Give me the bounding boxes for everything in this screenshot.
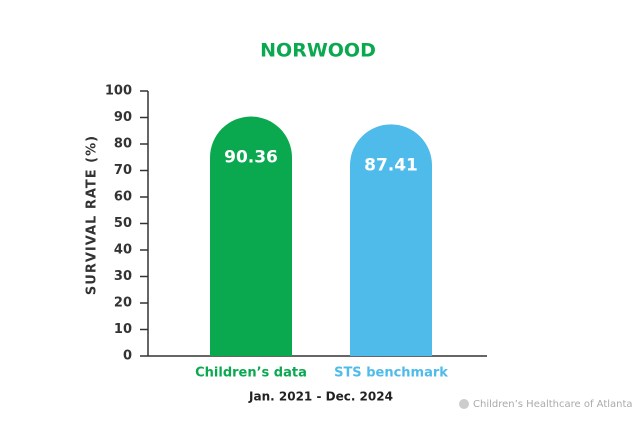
y-tick-label: 40 [114, 243, 132, 258]
y-tick-label: 100 [105, 84, 132, 99]
logo-icon [459, 399, 469, 409]
bar [210, 116, 292, 357]
value-label: 87.41 [364, 155, 418, 175]
x-tick-label: STS benchmark [334, 366, 448, 381]
x-tick-label: Children’s data [195, 366, 307, 381]
x-axis-label: Jan. 2021 - Dec. 2024 [248, 390, 393, 404]
y-tick-label: 10 [114, 322, 132, 337]
y-tick-label: 50 [114, 216, 132, 231]
y-tick-label: 0 [123, 349, 132, 364]
y-tick-label: 70 [114, 163, 132, 178]
y-tick-label: 80 [114, 137, 132, 152]
bar [349, 124, 432, 356]
value-label: 90.36 [224, 148, 278, 168]
y-tick-label: 20 [114, 296, 132, 311]
y-tick-label: 30 [114, 269, 132, 284]
chart-title: NORWOOD [260, 40, 376, 62]
y-axis-label: SURVIVAL RATE (%) [85, 135, 100, 295]
y-tick-label: 60 [114, 190, 132, 205]
y-tick-label: 90 [114, 110, 132, 125]
source: Children’s Healthcare of Atlanta [473, 399, 633, 410]
